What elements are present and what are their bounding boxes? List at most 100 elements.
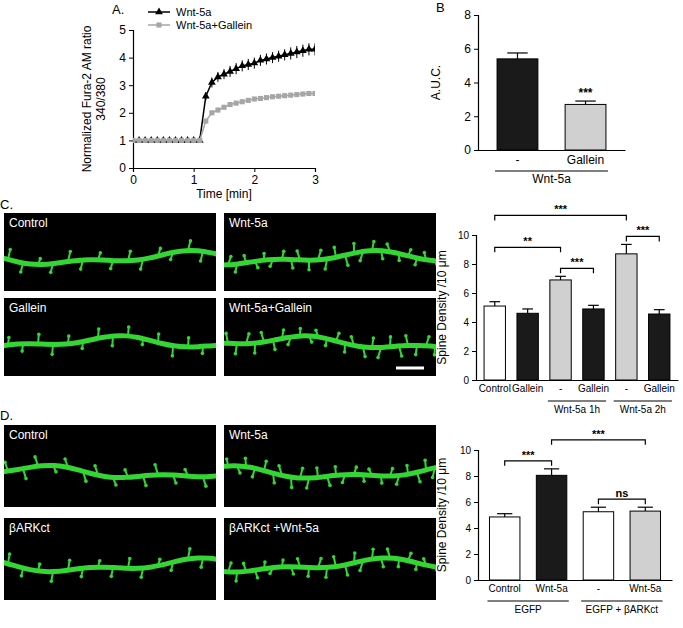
y-axis-line bbox=[129, 31, 134, 169]
y-tick-mark bbox=[474, 116, 478, 117]
spine-head bbox=[350, 335, 354, 339]
error-stem bbox=[527, 309, 528, 313]
spine-head bbox=[251, 475, 255, 479]
spine-head bbox=[422, 557, 426, 561]
dendrite-spine bbox=[435, 567, 436, 574]
spine-head bbox=[305, 486, 309, 490]
micrograph-label: Control bbox=[9, 428, 48, 442]
group-label: EGFP + βARKct bbox=[586, 604, 659, 615]
spine-head bbox=[68, 558, 72, 562]
micrograph: βARKct +Wnt-5a bbox=[214, 518, 454, 600]
spine-head bbox=[242, 562, 246, 566]
y-tick-label: 4 bbox=[465, 523, 471, 534]
marker bbox=[263, 55, 271, 62]
marker bbox=[287, 49, 295, 56]
y-tick-label: 0 bbox=[119, 161, 126, 175]
y-tick-mark bbox=[474, 502, 478, 503]
spine-head bbox=[7, 336, 11, 340]
x-tick: Gallein bbox=[512, 383, 543, 394]
spine-head bbox=[372, 336, 376, 340]
category-group: Wnt-5a 2h bbox=[614, 401, 672, 415]
y-tick-label: 0 bbox=[464, 143, 471, 157]
spine-head bbox=[109, 267, 113, 271]
spine-head bbox=[128, 557, 132, 561]
micrograph-background bbox=[224, 213, 436, 291]
x-axis: ControlWnt-5a-Wnt-5a bbox=[479, 581, 673, 595]
bar-chart: 0246810Spine Density /10 μmControlWnt-5a… bbox=[435, 428, 673, 615]
bar bbox=[550, 280, 571, 380]
spine-head bbox=[346, 263, 350, 267]
x-tick: 1 bbox=[191, 168, 198, 187]
y-tick: 5 bbox=[119, 23, 133, 37]
dendrite bbox=[224, 456, 436, 489]
micrograph: βARKct bbox=[0, 518, 234, 600]
spine-head bbox=[380, 481, 384, 485]
spine-head bbox=[187, 336, 191, 340]
spine-head bbox=[141, 343, 145, 347]
spine-head bbox=[189, 239, 193, 243]
spine-head bbox=[404, 334, 408, 338]
spine-head bbox=[256, 576, 260, 580]
x-axis: -Gallein bbox=[479, 151, 626, 167]
y-axis: 012345 bbox=[119, 23, 133, 175]
group-label: Wnt-5a 1h bbox=[554, 404, 600, 415]
marker bbox=[159, 136, 167, 143]
spine-head bbox=[431, 476, 435, 480]
x-tick-label: Control bbox=[479, 383, 511, 394]
panel-label: B bbox=[436, 0, 445, 15]
x-tick-label: Control bbox=[489, 583, 521, 594]
error-cap bbox=[591, 507, 606, 508]
y-tick-label: 2 bbox=[464, 110, 471, 124]
error-cap bbox=[507, 52, 527, 53]
spine-head bbox=[38, 562, 42, 566]
spine-head bbox=[229, 255, 233, 259]
x-tick: 2 bbox=[251, 168, 258, 187]
y-tick-mark bbox=[474, 476, 478, 477]
y-tick-label: 2 bbox=[119, 106, 126, 120]
y-tick-label: 0 bbox=[463, 375, 469, 386]
y-tick-mark bbox=[129, 140, 133, 141]
spine-head bbox=[8, 552, 12, 556]
marker bbox=[238, 61, 246, 68]
marker bbox=[209, 110, 214, 115]
y-tick-label: 4 bbox=[119, 51, 126, 65]
marker bbox=[197, 138, 202, 143]
marker bbox=[234, 101, 239, 106]
plot-area bbox=[489, 469, 660, 580]
significance: ns bbox=[615, 487, 628, 499]
panel-label: D. bbox=[0, 408, 13, 423]
x-tick-label: - bbox=[559, 383, 562, 394]
x-tick: Gallein bbox=[578, 383, 609, 394]
spine-head bbox=[268, 265, 272, 269]
y-tick: 2 bbox=[119, 106, 133, 120]
micrograph: Gallein bbox=[0, 298, 234, 376]
spine-head bbox=[19, 270, 23, 274]
y-axis: 0246810 bbox=[460, 445, 479, 586]
y-axis-title: Spine Density /10 μm bbox=[435, 250, 449, 364]
y-tick-label: 6 bbox=[463, 288, 469, 299]
annotations: ***ns*** bbox=[505, 428, 646, 504]
marker bbox=[166, 136, 174, 143]
group-line bbox=[487, 600, 568, 601]
marker bbox=[269, 53, 277, 60]
significance: ** bbox=[523, 235, 532, 247]
spine-head bbox=[67, 334, 71, 338]
spine-head bbox=[139, 267, 143, 271]
y-tick: 6 bbox=[464, 42, 478, 56]
error-cap bbox=[522, 308, 533, 309]
bar bbox=[484, 306, 505, 380]
series-line bbox=[133, 49, 315, 140]
error-cap bbox=[638, 507, 653, 508]
spine-head bbox=[290, 486, 294, 490]
y-tick-mark bbox=[474, 554, 478, 555]
marker bbox=[167, 138, 172, 143]
spine-head bbox=[4, 461, 7, 465]
annotations: *********** bbox=[495, 203, 659, 273]
marker bbox=[161, 138, 166, 143]
spine-head bbox=[433, 353, 436, 357]
spine-head bbox=[323, 267, 327, 271]
bar bbox=[616, 254, 637, 380]
series bbox=[133, 43, 315, 142]
spine-head bbox=[282, 250, 286, 254]
y-axis: 02468 bbox=[464, 8, 478, 157]
